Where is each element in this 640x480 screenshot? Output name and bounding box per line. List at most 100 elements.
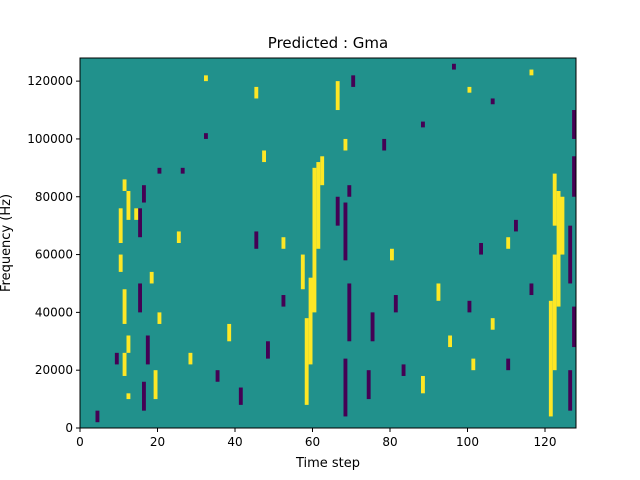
y-axis-ticks: 0 20000 40000 60000 80000 100000 120000: [27, 74, 80, 435]
y-tick-label: 100000: [27, 132, 73, 146]
heatmap-cell-low: [142, 381, 146, 411]
x-tick-label: 120: [534, 435, 557, 449]
heatmap-cell-low: [204, 133, 208, 139]
y-tick-label: 60000: [35, 248, 73, 262]
heatmap-cell-high: [560, 196, 565, 255]
heatmap-cell-high: [448, 335, 452, 348]
heatmap-cell-high: [467, 86, 472, 93]
heatmap-cell-low: [138, 208, 142, 238]
heatmap-cell-low: [366, 370, 371, 400]
heatmap-cell-high: [304, 318, 309, 405]
y-tick-label: 40000: [35, 305, 73, 319]
x-tick-label: 40: [227, 435, 242, 449]
heatmap-cell-high: [118, 208, 123, 243]
heatmap-cell-high: [390, 248, 394, 261]
heatmap-cell-high: [308, 277, 313, 365]
heatmap-cell-high: [176, 231, 181, 243]
heatmap-cell-high: [300, 254, 305, 290]
heatmap-cell-low: [114, 352, 119, 365]
heatmap-cells: [95, 63, 576, 423]
heatmap-cell-high: [335, 81, 340, 111]
heatmap-cell-low: [370, 312, 375, 342]
heatmap-cell-low: [479, 243, 483, 255]
heatmap-cell-low: [506, 358, 511, 371]
heatmap-cell-high: [153, 370, 158, 400]
heatmap-cell-low: [157, 167, 162, 174]
heatmap-cell-low: [347, 185, 352, 197]
heatmap-cell-high: [204, 75, 208, 82]
heatmap-cell-high: [122, 179, 127, 191]
heatmap-cell-low: [266, 341, 270, 359]
plot-area: [79, 57, 577, 429]
heatmap-cell-high: [134, 208, 139, 220]
plot-frame: [79, 57, 577, 429]
heatmap-cell-high: [126, 393, 131, 400]
heatmap-cell-low: [529, 283, 534, 296]
heatmap-cell-high: [471, 358, 476, 371]
heatmap-cell-low: [393, 295, 398, 313]
heatmap-cell-high: [118, 254, 123, 272]
heatmap-cell-low: [238, 387, 243, 405]
heatmap-cell-high: [316, 162, 321, 249]
x-tick-label: 100: [456, 435, 479, 449]
plot-background: [80, 58, 576, 428]
x-tick-label: 0: [76, 435, 84, 449]
heatmap-cell-low: [180, 167, 185, 174]
y-tick-label: 80000: [35, 190, 73, 204]
heatmap-cell-low: [145, 335, 150, 365]
heatmap-cell-high: [529, 69, 534, 76]
heatmap-cell-low: [467, 300, 472, 313]
heatmap-cell-low: [572, 110, 576, 139]
y-tick-label: 0: [65, 421, 73, 435]
x-tick-label: 60: [305, 435, 320, 449]
heatmap-cell-high: [254, 86, 259, 99]
y-axis-label: Frequency (Hz): [0, 194, 14, 292]
heatmap-cell-low: [142, 185, 146, 203]
y-tick-label: 20000: [35, 363, 73, 377]
heatmap-cell-high: [122, 352, 127, 376]
heatmap-cell-low: [351, 75, 356, 87]
y-tick-label: 120000: [27, 74, 73, 88]
heatmap-cell-high: [556, 190, 561, 307]
heatmap-cell-low: [215, 370, 220, 382]
heatmap-cell-high: [552, 254, 557, 371]
heatmap-cell-low: [95, 410, 100, 423]
heatmap-cell-high: [320, 156, 325, 186]
heatmap-cell-high: [157, 312, 162, 324]
heatmap-cell-low: [568, 225, 573, 284]
heatmap-cell-high: [149, 271, 154, 284]
heatmap-cell-high: [126, 190, 131, 220]
heatmap-cell-high: [262, 150, 266, 163]
heatmap-cell-high: [312, 167, 317, 313]
heatmap-cell-high: [343, 138, 348, 151]
heatmap-cell-high: [552, 173, 557, 226]
x-axis-label: Time step: [295, 456, 360, 471]
heatmap-cell-high: [548, 300, 553, 417]
heatmap-cell-high: [126, 335, 131, 353]
heatmap-cell-low: [401, 364, 406, 376]
heatmap-cell-low: [421, 121, 425, 128]
chart-title: Predicted : Gma: [268, 34, 388, 52]
heatmap-cell-low: [572, 156, 576, 197]
heatmap-cell-low: [382, 138, 387, 151]
heatmap-cell-low: [138, 283, 142, 313]
heatmap-cell-high: [436, 283, 441, 301]
heatmap-cell-high: [281, 237, 286, 249]
heatmap-cell-low: [568, 370, 573, 411]
heatmap-cell-low: [343, 202, 348, 261]
x-axis-ticks: 0 20 40 60 80 100 120: [76, 428, 556, 449]
x-tick-label: 20: [150, 435, 165, 449]
heatmap-cell-low: [335, 196, 340, 226]
heatmap-cell-low: [343, 358, 348, 417]
heatmap-cell-high: [490, 318, 495, 330]
heatmap-cell-high: [421, 375, 425, 394]
heatmap-cell-high: [122, 289, 127, 324]
heatmap-cell-low: [452, 63, 456, 70]
heatmap-cell-low: [254, 231, 259, 249]
heatmap-cell-high: [188, 352, 193, 365]
heatmap-cell-high: [227, 323, 232, 342]
heatmap-cell-low: [281, 295, 286, 307]
heatmap-cell-high: [506, 237, 511, 249]
heatmap-cell-low: [490, 98, 495, 105]
